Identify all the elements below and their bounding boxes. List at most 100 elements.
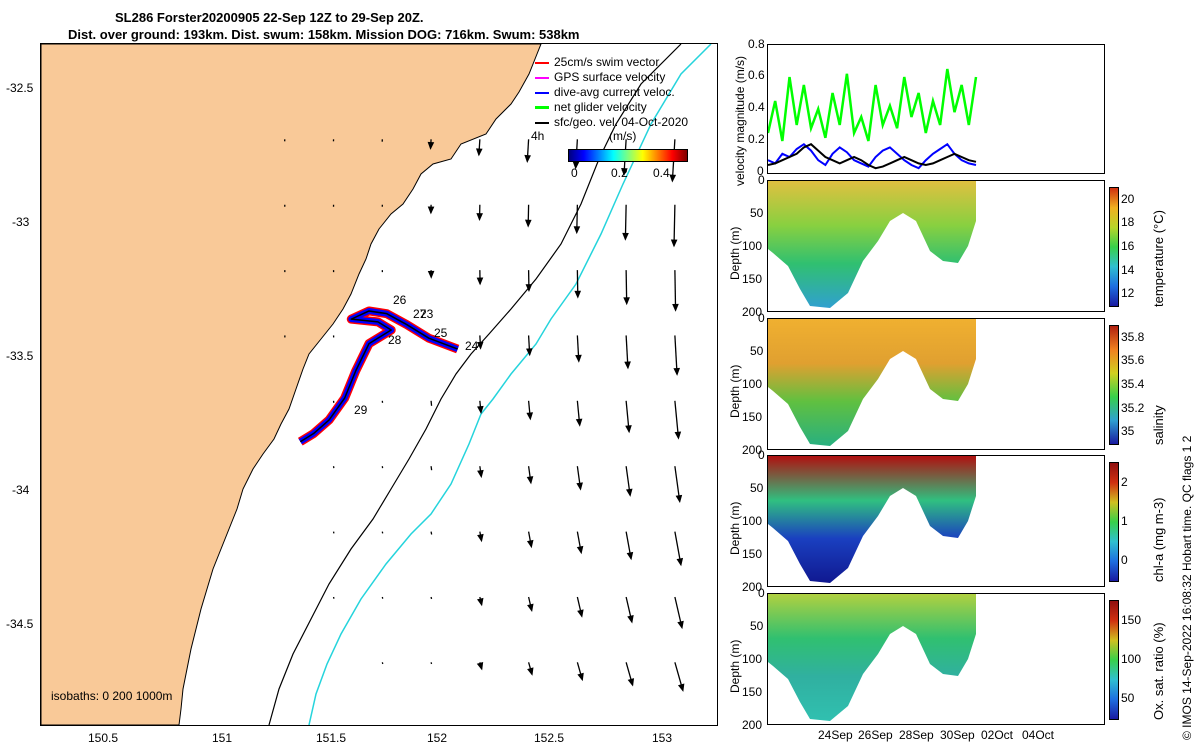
lat-tick: -33 bbox=[12, 215, 30, 229]
section-colorbar bbox=[1109, 325, 1119, 445]
velocity-arrowhead bbox=[672, 303, 679, 312]
velocity-arrowhead bbox=[573, 226, 581, 235]
time-tick: 28Sep bbox=[899, 728, 934, 742]
depth-tick: 200 bbox=[742, 580, 763, 594]
velocity-arrowhead bbox=[677, 620, 684, 630]
section-ylabel: Depth (m) bbox=[728, 226, 742, 280]
velocity-arrowhead bbox=[477, 469, 484, 479]
velocity-arrowhead bbox=[575, 354, 582, 363]
velocity-arrowhead bbox=[627, 615, 634, 624]
depth-tick: 50 bbox=[750, 206, 764, 220]
colorbar-label: Ox. sat. ratio (%) bbox=[1151, 622, 1166, 720]
lon-tick: 151.5 bbox=[316, 731, 347, 745]
lon-tick: 152 bbox=[427, 731, 448, 745]
depth-tick: 150 bbox=[742, 547, 763, 561]
side-note: © IMOS 14-Sep-2022 16:08:32 Hobart time.… bbox=[1180, 435, 1194, 740]
day-label: 26 bbox=[393, 293, 407, 307]
colorbar-tick: 16 bbox=[1121, 239, 1135, 253]
velocity-arrowhead bbox=[625, 425, 632, 434]
legend-item: dive-avg current veloc. bbox=[535, 85, 675, 99]
velocity-vector bbox=[430, 466, 433, 471]
isobath-200 bbox=[268, 44, 682, 725]
colorbar-tick: 12 bbox=[1121, 286, 1135, 301]
velocity-arrowhead bbox=[475, 148, 483, 157]
map-svg bbox=[41, 44, 712, 725]
section-svg bbox=[768, 319, 976, 446]
velocity-arrowhead bbox=[627, 678, 635, 687]
colorbar-tick: 35 bbox=[1121, 424, 1135, 439]
velocity-arrowhead bbox=[621, 167, 628, 177]
section-axes bbox=[767, 180, 1105, 312]
time-tick: 24Sep bbox=[818, 728, 853, 742]
velocity-arrowhead bbox=[526, 476, 534, 485]
depth-tick: 0 bbox=[758, 311, 765, 325]
isobath-label: isobaths: 0 200 1000m bbox=[51, 689, 173, 703]
section-ylabel: Depth (m) bbox=[728, 639, 742, 693]
velocity-vector bbox=[673, 204, 676, 246]
velocity-arrowhead bbox=[527, 667, 534, 676]
colorbar-label: temperature (°C) bbox=[1151, 210, 1166, 307]
velocity-arrowhead bbox=[674, 431, 682, 440]
depth-tick: 200 bbox=[742, 443, 763, 457]
velocity-arrowhead bbox=[669, 174, 677, 183]
glider-track bbox=[297, 306, 460, 446]
lon-tick: 151 bbox=[212, 731, 233, 745]
velocity-arrowhead bbox=[574, 290, 582, 299]
velocity-arrowhead bbox=[577, 609, 584, 618]
legend-item: 25cm/s swim vector bbox=[535, 55, 659, 69]
velocity-arrowhead bbox=[625, 488, 633, 497]
title-line2: Dist. over ground: 193km. Dist. swum: 15… bbox=[68, 27, 580, 42]
section-svg bbox=[768, 594, 976, 721]
velocity-arrowhead bbox=[427, 270, 435, 279]
depth-tick: 200 bbox=[742, 718, 763, 732]
velocity-arrowhead bbox=[626, 551, 634, 561]
depth-tick: 50 bbox=[750, 481, 764, 495]
colorbar-label: chl-a (mg m-3) bbox=[1151, 497, 1166, 582]
section-fill bbox=[768, 181, 976, 308]
vel-ytick: 0.6 bbox=[748, 68, 765, 82]
velocity-arrowhead bbox=[476, 341, 484, 350]
depth-tick: 150 bbox=[742, 272, 763, 286]
section-colorbar bbox=[1109, 462, 1119, 582]
velocity-axes bbox=[767, 44, 1105, 174]
colorbar-tick: 20 bbox=[1121, 191, 1135, 206]
velocity-arrowhead bbox=[623, 297, 630, 306]
section-fill bbox=[768, 594, 976, 721]
section-svg bbox=[768, 456, 976, 583]
colorbar-tick: 2 bbox=[1121, 474, 1128, 489]
vel-ytick: 0.2 bbox=[748, 132, 765, 146]
colorbar-tick: 35.4 bbox=[1121, 377, 1145, 391]
land-mass bbox=[41, 44, 542, 725]
vel-ytick: 0.4 bbox=[748, 100, 765, 114]
isobath-1000 bbox=[308, 44, 712, 725]
time-tick: 26Sep bbox=[858, 728, 893, 742]
colorbar-tick: 100 bbox=[1121, 652, 1142, 666]
lon-tick: 152.5 bbox=[534, 731, 565, 745]
colorbar-tick: 14 bbox=[1121, 262, 1135, 277]
day-label: 25 bbox=[434, 326, 448, 340]
velocity-svg bbox=[768, 68, 978, 170]
velocity-arrowhead bbox=[427, 141, 435, 150]
velocity-series bbox=[768, 143, 977, 170]
section-svg bbox=[768, 181, 976, 308]
map-colorbar-tick: 0.4 bbox=[653, 166, 670, 180]
depth-tick: 200 bbox=[742, 305, 763, 319]
section-axes bbox=[767, 318, 1105, 450]
velocity-arrowhead bbox=[477, 533, 484, 543]
velocity-arrowhead bbox=[670, 239, 678, 248]
map-colorbar-label: (m/s) bbox=[609, 129, 637, 143]
depth-tick: 150 bbox=[742, 410, 763, 424]
depth-tick: 150 bbox=[742, 685, 763, 699]
vector-field bbox=[284, 139, 685, 692]
vel-ytick: 0.8 bbox=[748, 37, 765, 51]
lon-tick: 153 bbox=[652, 731, 673, 745]
velocity-arrowhead bbox=[526, 348, 533, 357]
velocity-arrowhead bbox=[576, 482, 583, 491]
depth-tick: 100 bbox=[742, 652, 763, 666]
section-colorbar bbox=[1109, 187, 1119, 307]
time-tick: 30Sep bbox=[940, 728, 975, 742]
velocity-arrowhead bbox=[476, 277, 484, 286]
velocity-ylabel: velocity magnitude (m/s) bbox=[733, 55, 747, 186]
velocity-arrowhead bbox=[676, 557, 684, 567]
colorbar-tick: 35.2 bbox=[1121, 400, 1145, 415]
